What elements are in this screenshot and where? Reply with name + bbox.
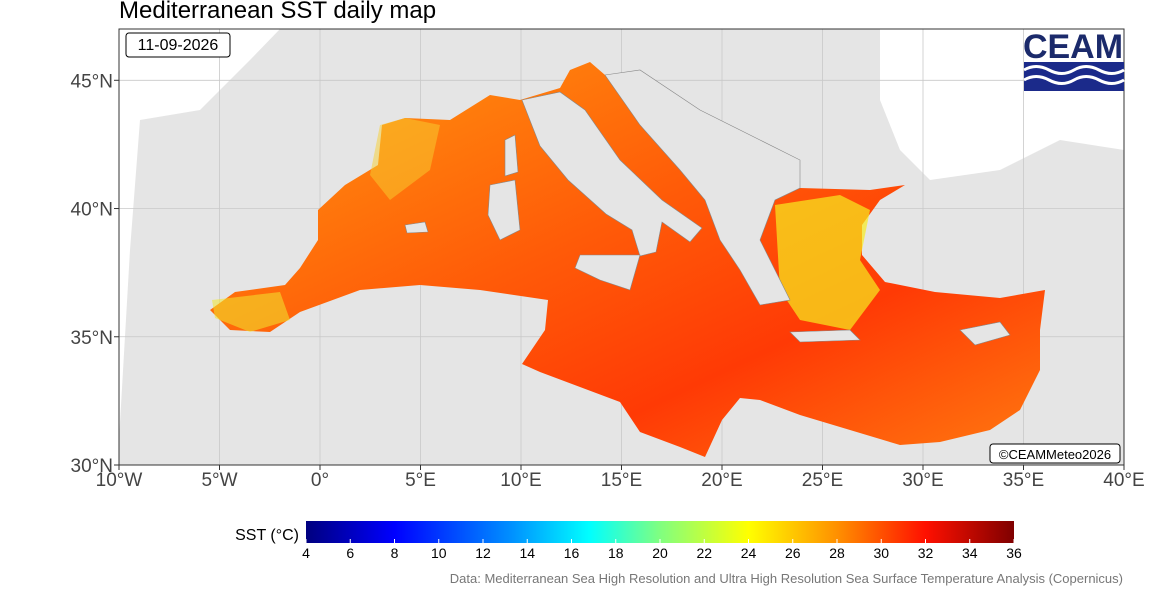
title: Mediterranean SST daily map: [119, 0, 436, 24]
corsica: [504, 134, 519, 177]
italy: [521, 91, 703, 257]
crete: [789, 329, 861, 343]
x-tick-label: 5°E: [405, 470, 436, 491]
logo: CEAM: [1023, 28, 1125, 91]
colorbar-tick-label: 4: [302, 545, 310, 561]
x-tick-label: 10°E: [500, 470, 541, 491]
colorbar-title: SST (°C): [235, 527, 299, 544]
x-tick-label: 5°W: [201, 470, 237, 491]
map: [119, 29, 1124, 465]
colorbar-tick-label: 20: [652, 545, 668, 561]
y-tick-label: 40°N: [71, 200, 113, 221]
credit: ©CEAMMeteo2026: [999, 447, 1111, 462]
balearic: [404, 221, 429, 234]
colorbar-tick-label: 22: [696, 545, 712, 561]
sicily: [574, 254, 641, 291]
y-tick-label: 45°N: [71, 71, 113, 92]
y-tick-label: 30°N: [71, 456, 113, 477]
y-tick-label: 35°N: [71, 328, 113, 349]
aegean-warm: [775, 195, 880, 330]
colorbar-tick-label: 28: [829, 545, 845, 561]
x-tick-label: 20°E: [701, 470, 742, 491]
colorbar-tick-label: 10: [431, 545, 447, 561]
colorbar-tick-label: 18: [608, 545, 624, 561]
colorbar: [306, 521, 1014, 543]
x-tick-label: 0°: [311, 470, 329, 491]
colorbar-tick-label: 8: [391, 545, 399, 561]
colorbar-tick-label: 32: [918, 545, 934, 561]
credit-frame: [989, 443, 1121, 464]
date-frame: [125, 32, 231, 58]
cyprus: [959, 321, 1011, 346]
date-box: 11-09-2026: [125, 32, 231, 58]
colorbar-tick-label: 34: [962, 545, 978, 561]
x-tick-label: 35°E: [1003, 470, 1044, 491]
colorbar-tick-label: 6: [346, 545, 354, 561]
colorbar-tick-label: 12: [475, 545, 491, 561]
x-tick-label: 40°E: [1103, 470, 1144, 491]
logo-wave-lines: [1023, 65, 1125, 85]
colorbar-tick-label: 24: [741, 545, 757, 561]
logo-text: CEAM: [1023, 28, 1123, 66]
atlantic: [119, 29, 280, 440]
credit-box: ©CEAMMeteo2026: [989, 443, 1121, 464]
source: Data: Mediterranean Sea High Resolution …: [450, 571, 1123, 586]
x-tick-label: 25°E: [802, 470, 843, 491]
x-tick-label: 10°W: [96, 470, 143, 491]
sardinia: [487, 179, 521, 241]
colorbar-tick-label: 26: [785, 545, 801, 561]
alboran-warm: [212, 292, 290, 332]
colorbar-tick-label: 16: [564, 545, 580, 561]
colorbar-tick-label: 30: [873, 545, 889, 561]
lion-warm: [370, 118, 440, 200]
balkans: [604, 69, 801, 306]
x-tick-label: 15°E: [601, 470, 642, 491]
x-tick-label: 30°E: [902, 470, 943, 491]
date: 11-09-2026: [138, 37, 219, 54]
colorbar-tick-label: 36: [1006, 545, 1022, 561]
colorbar-tick-label: 14: [519, 545, 535, 561]
